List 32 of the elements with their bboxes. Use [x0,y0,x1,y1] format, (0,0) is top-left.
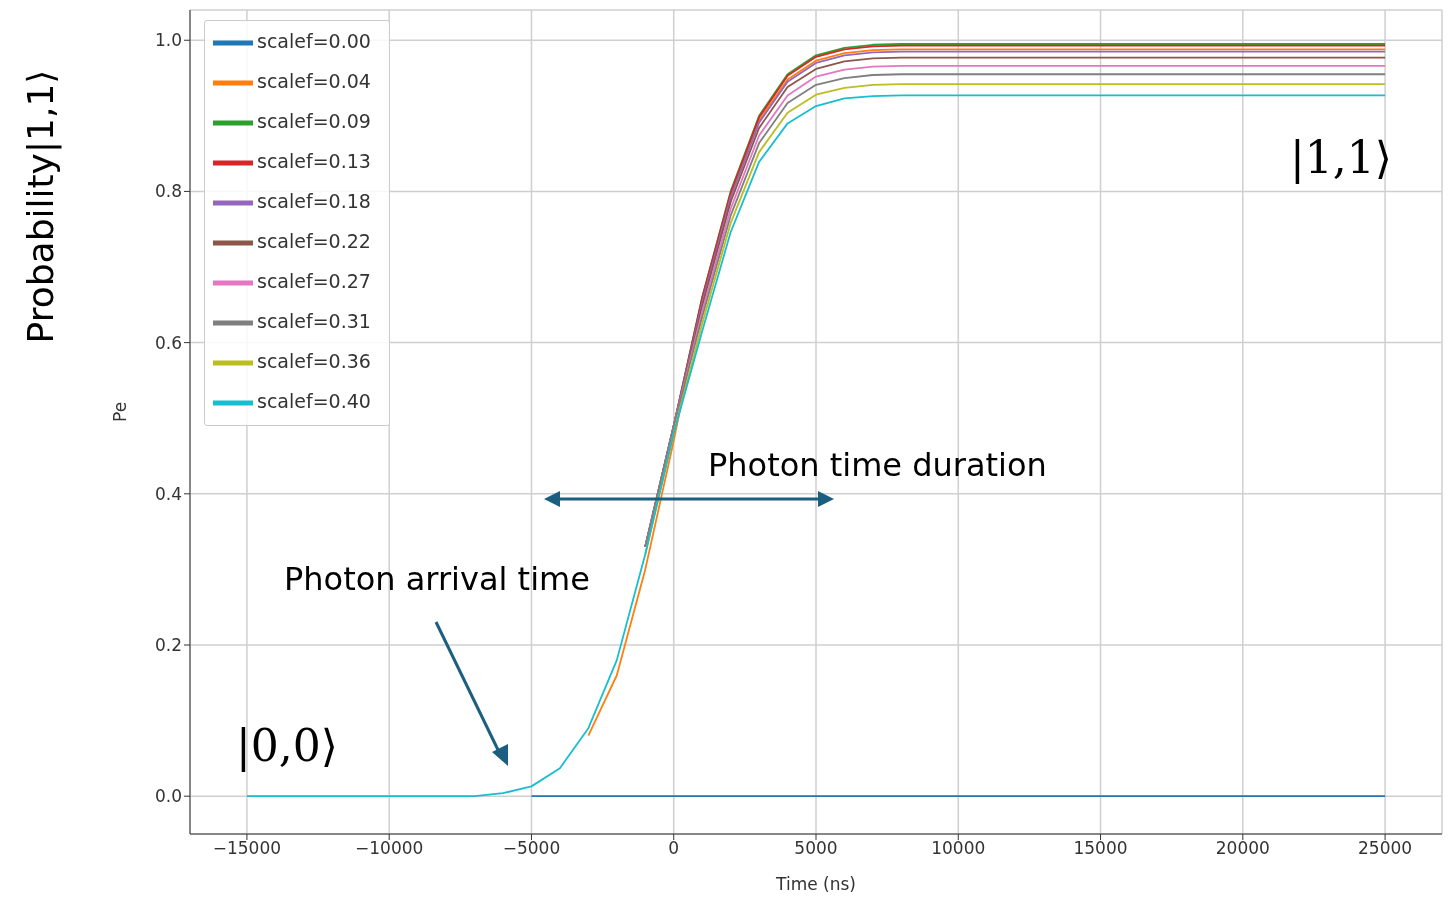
y-tick-label: 0.6 [154,332,182,353]
y-tick-label: 1.0 [154,30,182,51]
y-tick-label: 0.2 [154,635,182,656]
x-tick-label: 10000 [931,838,986,859]
annotation: Photon time duration [708,446,1047,484]
x-tick-label: 20000 [1215,838,1270,859]
x-axis-title: Time (ns) [775,874,856,894]
legend-label: scalef=0.31 [257,309,371,332]
legend-label: scalef=0.22 [257,229,371,252]
x-tick-label: 25000 [1358,838,1413,859]
x-tick-label: 5000 [794,838,838,859]
x-tick-label: −15000 [212,838,282,859]
annotation: |0,0⟩ [236,720,338,771]
legend-label: scalef=0.40 [257,389,371,412]
annotation: |1,1⟩ [1290,132,1392,183]
legend-label: scalef=0.04 [257,69,371,92]
legend-label: scalef=0.36 [257,349,371,372]
legend-label: scalef=0.09 [257,109,371,132]
y-tick-label: 0.0 [154,786,182,807]
x-tick-label: 0 [668,838,680,859]
text: Probability|1,1⟩ [19,68,61,346]
x-tick-label: 15000 [1073,838,1128,859]
annotation: Photon arrival time [284,560,590,598]
legend-label: scalef=0.18 [257,189,371,212]
legend-label: scalef=0.13 [257,149,371,172]
y-tick-label: 0.8 [154,181,182,202]
x-tick-label: −5000 [502,838,561,859]
y-tick-label: 0.4 [154,483,182,504]
legend-label: scalef=0.00 [257,29,371,52]
legend-label: scalef=0.27 [257,269,371,292]
x-tick-label: −10000 [355,838,424,859]
y-axis-title: Pe [110,401,131,422]
